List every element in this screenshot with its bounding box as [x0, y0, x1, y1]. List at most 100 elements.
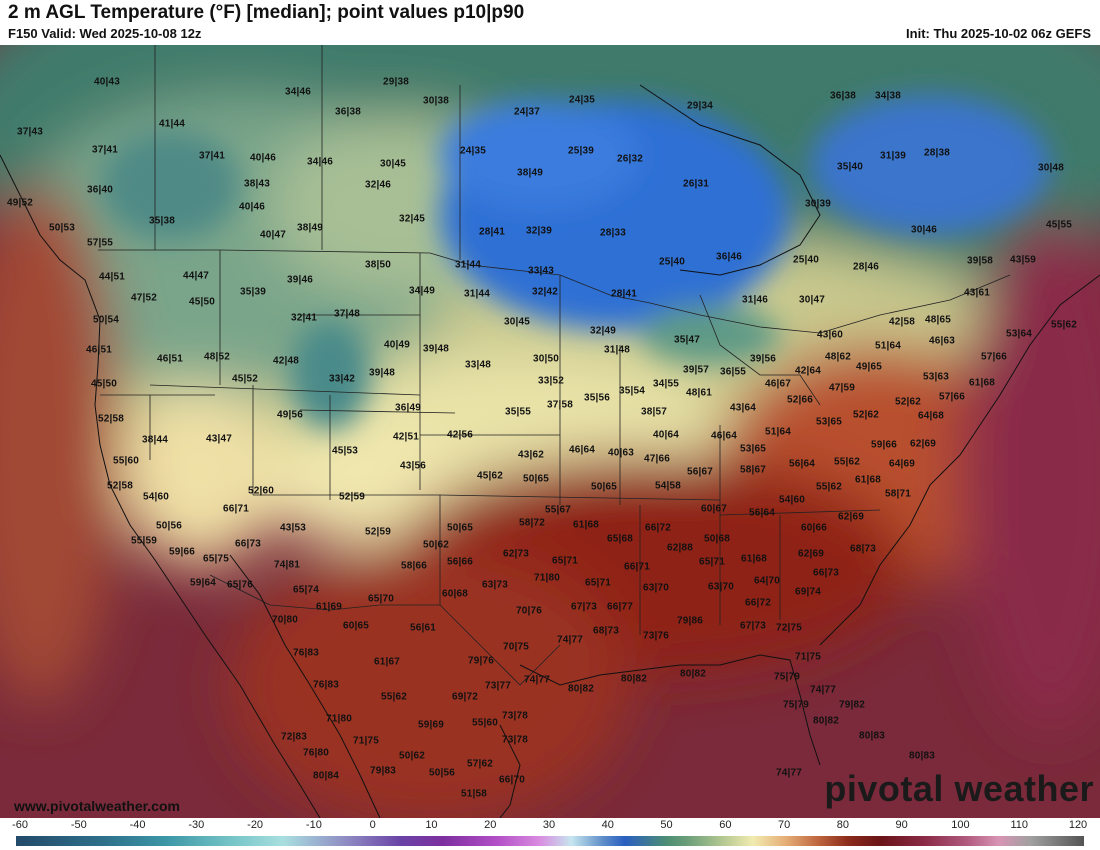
point-value-label: 59|64: [189, 577, 217, 589]
point-value-label: 62|88: [666, 542, 694, 554]
point-value-label: 46|51: [156, 353, 184, 365]
point-value-label: 43|62: [517, 449, 545, 461]
point-value-label: 29|34: [686, 100, 714, 112]
point-value-label: 57|55: [86, 237, 114, 249]
point-value-label: 66|72: [744, 597, 772, 609]
point-value-label: 30|48: [1037, 162, 1065, 174]
point-value-label: 73|76: [642, 630, 670, 642]
point-value-label: 48|61: [685, 387, 713, 399]
point-value-label: 71|75: [794, 651, 822, 663]
point-value-label: 79|76: [467, 655, 495, 667]
point-value-label: 58|66: [400, 560, 428, 572]
point-value-label: 46|67: [764, 378, 792, 390]
point-value-label: 63|70: [707, 581, 735, 593]
point-value-label: 36|38: [334, 106, 362, 118]
point-value-label: 39|57: [682, 364, 710, 376]
point-value-label: 37|43: [16, 126, 44, 138]
point-value-label: 71|75: [352, 735, 380, 747]
point-value-label: 47|66: [643, 453, 671, 465]
point-value-label: 35|40: [836, 161, 864, 173]
point-value-label: 39|46: [286, 274, 314, 286]
point-value-label: 76|80: [302, 747, 330, 759]
point-value-label: 39|56: [749, 353, 777, 365]
point-value-label: 49|52: [6, 197, 34, 209]
point-value-label: 73|78: [501, 710, 529, 722]
point-value-label: 49|65: [855, 361, 883, 373]
colorbar-tick-label: 40: [601, 819, 614, 831]
point-value-label: 76|83: [292, 647, 320, 659]
colorbar-tick-label: 70: [777, 819, 791, 831]
point-value-label: 36|49: [394, 402, 422, 414]
point-value-label: 65|68: [606, 533, 634, 545]
point-value-label: 50|65: [446, 522, 474, 534]
point-value-label: 43|53: [279, 522, 307, 534]
point-value-label: 55|62: [815, 481, 843, 493]
point-value-label: 80|82: [679, 668, 707, 680]
point-value-label: 41|44: [158, 118, 186, 130]
colorbar-tick-label: 50: [660, 819, 673, 831]
colorbar-tick-label: 80: [836, 819, 849, 831]
point-value-label: 66|77: [606, 601, 634, 613]
point-value-label: 42|58: [888, 316, 916, 328]
point-value-label: 63|70: [642, 582, 670, 594]
init-time: Init: Thu 2025-10-02 06z GEFS: [906, 26, 1091, 41]
point-value-label: 65|76: [226, 579, 254, 591]
point-value-label: 30|47: [798, 294, 826, 306]
point-value-label: 55|59: [130, 535, 158, 547]
point-value-label: 40|63: [607, 447, 635, 459]
point-value-label: 30|38: [422, 95, 450, 107]
point-value-label: 61|68: [854, 474, 882, 486]
point-value-label: 62|73: [502, 548, 530, 560]
point-value-label: 38|44: [141, 434, 169, 446]
point-value-label: 52|58: [97, 413, 125, 425]
point-value-label: 29|38: [382, 76, 410, 88]
point-value-label: 53|63: [922, 371, 950, 383]
point-value-label: 59|66: [870, 439, 898, 451]
point-value-label: 56|67: [686, 466, 714, 478]
point-value-label: 28|33: [599, 227, 627, 239]
map-background: [0, 45, 1100, 818]
point-value-label: 37|48: [333, 308, 361, 320]
point-value-label: 65|71: [584, 577, 612, 589]
point-value-label: 31|44: [454, 259, 482, 271]
point-value-label: 48|62: [824, 351, 852, 363]
point-value-label: 40|46: [238, 201, 266, 213]
valid-time: F150 Valid: Wed 2025-10-08 12z: [8, 26, 202, 41]
point-value-label: 42|48: [272, 355, 300, 367]
point-value-label: 65|71: [551, 555, 579, 567]
point-value-label: 68|73: [849, 543, 877, 555]
point-value-label: 40|64: [652, 429, 680, 441]
colorbar-tick-label: -50: [70, 819, 87, 831]
point-value-label: 61|69: [315, 601, 343, 613]
colorbar-tick-label: -30: [188, 819, 205, 831]
point-value-label: 50|56: [428, 767, 456, 779]
colorbar-tick-label: 30: [542, 819, 556, 831]
point-value-label: 50|56: [155, 520, 183, 532]
point-value-label: 52|59: [338, 491, 366, 503]
point-value-label: 43|47: [205, 433, 233, 445]
point-value-label: 40|47: [259, 229, 287, 241]
political-boundaries: [98, 45, 1011, 686]
point-value-label: 34|49: [408, 285, 436, 297]
point-value-label: 57|66: [980, 351, 1008, 363]
point-value-label: 55|60: [112, 455, 140, 467]
point-value-label: 62|69: [797, 548, 825, 560]
point-value-label: 80|84: [312, 770, 340, 782]
point-value-label: 36|46: [715, 251, 743, 263]
point-value-label: 50|62: [398, 750, 426, 762]
point-value-label: 49|56: [276, 409, 304, 421]
point-value-label: 35|39: [239, 286, 267, 298]
point-value-label: 30|50: [532, 353, 560, 365]
point-value-label: 50|62: [422, 539, 450, 551]
point-value-label: 25|39: [567, 145, 595, 157]
point-value-label: 51|58: [460, 788, 488, 800]
point-value-label: 38|49: [516, 167, 544, 179]
point-value-label: 33|43: [527, 265, 555, 277]
point-value-label: 66|73: [234, 538, 262, 550]
point-value-label: 76|83: [312, 679, 340, 691]
point-value-label: 40|49: [383, 339, 411, 351]
point-value-label: 34|38: [874, 90, 902, 102]
point-value-label: 72|83: [280, 731, 308, 743]
point-value-label: 66|71: [222, 503, 250, 515]
point-value-label: 28|38: [923, 147, 951, 159]
